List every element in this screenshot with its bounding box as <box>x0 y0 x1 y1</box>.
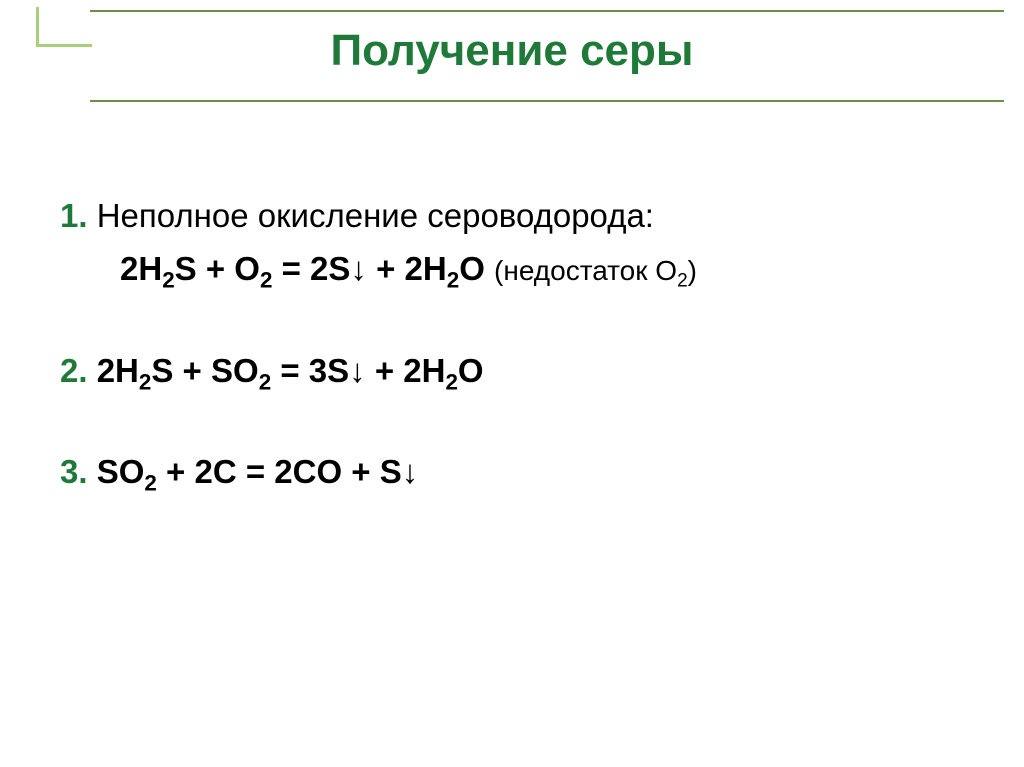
item-number: 2. <box>60 352 88 389</box>
eq-sub: 2 <box>144 470 156 495</box>
eq-sub: 2 <box>445 369 457 394</box>
eq-sub: 2 <box>447 268 459 293</box>
eq-text: SO <box>88 453 145 490</box>
item-number: 3. <box>60 453 88 490</box>
slide-title: Получение серы <box>0 26 1024 76</box>
equation-note: (недостаток O2) <box>494 255 697 286</box>
eq-text: = 2S↓ + 2H <box>272 250 446 287</box>
eq-sub: 2 <box>259 369 271 394</box>
equation: 2H2S + O2 = 2S↓ + 2H2O (недостаток O2) <box>60 248 984 289</box>
list-item: 3. SO2 + 2C = 2CO + S↓ <box>60 451 984 492</box>
equation: 2. 2H2S + SO2 = 3S↓ + 2H2O <box>60 352 484 389</box>
eq-text: + 2C = 2CO + S↓ <box>157 453 418 490</box>
eq-text: S + O <box>175 250 260 287</box>
eq-sub: 2 <box>139 369 151 394</box>
slide-body: 1. Неполное окисление сероводорода: 2H2S… <box>60 195 984 552</box>
note-text: ) <box>688 255 697 286</box>
list-item: 2. 2H2S + SO2 = 3S↓ + 2H2O <box>60 350 984 391</box>
eq-text: O <box>458 352 484 389</box>
list-item: 1. Неполное окисление сероводорода: 2H2S… <box>60 195 984 290</box>
header-rule-bottom <box>90 100 1004 102</box>
note-sub: 2 <box>677 271 688 292</box>
eq-sub: 2 <box>162 268 174 293</box>
item-label: Неполное окисление сероводорода: <box>97 197 654 234</box>
eq-text: S + SO <box>151 352 258 389</box>
eq-text: O <box>459 250 494 287</box>
eq-sub: 2 <box>260 268 272 293</box>
eq-text: = 3S↓ + 2H <box>271 352 445 389</box>
eq-text: 2H <box>88 352 139 389</box>
equation: 3. SO2 + 2C = 2CO + S↓ <box>60 453 418 490</box>
note-text: (недостаток O <box>494 255 677 286</box>
slide: Получение серы 1. Неполное окисление сер… <box>0 0 1024 767</box>
eq-text: 2H <box>120 250 162 287</box>
item-number: 1. <box>60 197 88 234</box>
header-rule-top <box>90 10 1004 12</box>
